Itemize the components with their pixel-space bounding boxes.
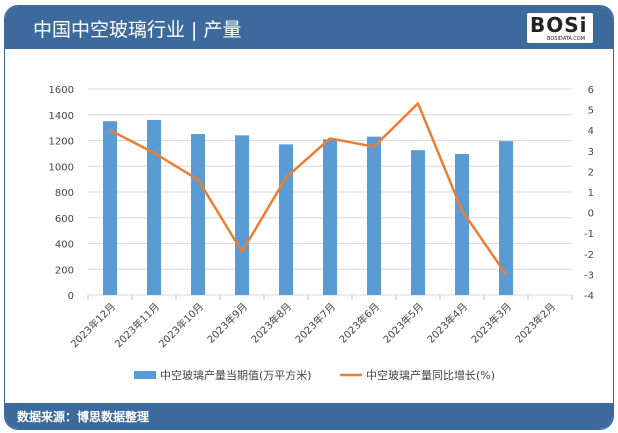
y-right-tick-label: 3 [588,147,594,158]
y-right-tick-label: -2 [584,250,594,261]
x-tick-label: 2023年7月 [292,300,338,346]
bar [235,135,249,295]
x-tick-label: 2023年3月 [468,300,514,346]
y-right-tick-label: 1 [588,188,594,199]
x-tick-label: 2023年6月 [336,300,382,346]
y-right-tick-label: 2 [588,167,594,178]
bar [323,139,337,295]
y-left-tick-label: 1200 [49,137,74,148]
x-tick-label: 2023年8月 [248,300,294,346]
y-right-tick-label: -4 [584,291,594,302]
header: 中国中空玻璃行业 | 产量 BOSi BOSIDATA.COM [5,6,613,49]
y-left-tick-label: 0 [68,291,74,302]
y-right-tick-label: -1 [584,229,594,240]
y-right-tick-label: -3 [584,270,594,281]
y-left-tick-label: 1000 [49,162,74,173]
legend-bar-swatch [134,371,156,379]
x-tick-label: 2023年4月 [424,300,470,346]
bar [147,119,161,296]
bar [455,154,469,295]
footer: 数据来源：博思数据整理 [5,403,613,429]
legend-bar-label: 中空玻璃产量当期值(万平方米) [160,368,312,382]
page-title: 中国中空玻璃行业 | 产量 [33,19,242,41]
bar [411,150,425,295]
y-right-tick-label: 0 [588,209,594,220]
x-tick-label: 2023年2月 [512,300,558,346]
y-left-tick-label: 1600 [49,85,74,96]
y-right-tick-label: 6 [588,85,594,96]
x-tick-label: 2023年9月 [204,300,250,346]
y-left-tick-label: 800 [55,188,74,199]
growth-line [109,102,508,276]
y-right-tick-label: 4 [588,126,594,137]
x-tick-label: 2023年11月 [112,300,162,350]
bosi-logo: BOSi BOSIDATA.COM [527,13,593,43]
x-tick-label: 2023年5月 [380,300,426,346]
x-tick-label: 2023年12月 [68,300,118,350]
legend-line-label: 中空玻璃产量同比增长(%) [366,368,495,382]
bar [367,136,381,295]
bar [499,141,513,295]
y-left-tick-label: 600 [55,214,74,225]
y-left-tick-label: 400 [55,240,74,251]
x-tick-label: 2023年10月 [156,300,206,350]
y-left-tick-label: 200 [55,265,74,276]
y-left-tick-label: 1400 [49,111,74,122]
bar [103,121,117,295]
bar [191,134,205,295]
source-note: 数据来源：博思数据整理 [17,410,150,424]
bar [279,144,293,295]
y-right-tick-label: 5 [588,106,594,117]
